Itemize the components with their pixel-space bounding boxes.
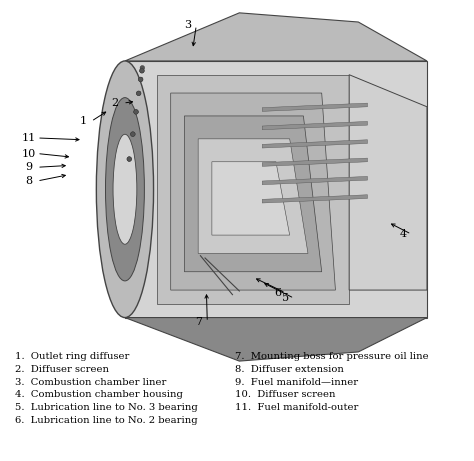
Circle shape xyxy=(137,91,141,95)
Circle shape xyxy=(138,77,143,82)
Circle shape xyxy=(127,157,132,161)
Polygon shape xyxy=(198,139,308,254)
Polygon shape xyxy=(171,93,336,290)
Text: 5: 5 xyxy=(283,293,290,303)
Polygon shape xyxy=(262,121,367,130)
Polygon shape xyxy=(125,61,427,318)
Circle shape xyxy=(134,110,138,114)
Polygon shape xyxy=(349,75,427,290)
Text: 4: 4 xyxy=(400,229,407,239)
Ellipse shape xyxy=(106,98,145,281)
Polygon shape xyxy=(125,318,427,361)
Text: 7.  Mounting boss for pressure oil line
8.  Diffuser extension
9.  Fuel manifold: 7. Mounting boss for pressure oil line 8… xyxy=(235,352,428,412)
Polygon shape xyxy=(262,140,367,148)
Text: 7: 7 xyxy=(196,317,202,327)
Circle shape xyxy=(137,91,141,95)
Ellipse shape xyxy=(113,134,137,244)
Text: 6: 6 xyxy=(274,288,281,298)
Polygon shape xyxy=(184,116,322,272)
Polygon shape xyxy=(262,158,367,166)
Text: 10: 10 xyxy=(22,148,36,159)
Polygon shape xyxy=(212,162,290,235)
Circle shape xyxy=(130,132,135,136)
Polygon shape xyxy=(262,177,367,185)
Ellipse shape xyxy=(96,61,154,318)
Text: 11: 11 xyxy=(22,133,36,143)
Text: 3: 3 xyxy=(184,20,191,30)
Circle shape xyxy=(127,157,132,161)
Ellipse shape xyxy=(109,125,137,226)
Text: 8: 8 xyxy=(25,176,32,186)
Polygon shape xyxy=(157,75,349,304)
Text: 9: 9 xyxy=(25,162,32,172)
Polygon shape xyxy=(262,103,367,112)
Polygon shape xyxy=(125,13,427,61)
Text: 2: 2 xyxy=(111,98,118,108)
Circle shape xyxy=(140,69,144,73)
Text: 1: 1 xyxy=(79,117,86,126)
Circle shape xyxy=(134,110,138,114)
Circle shape xyxy=(138,77,143,82)
Circle shape xyxy=(140,65,145,70)
Circle shape xyxy=(130,132,135,136)
Circle shape xyxy=(140,69,144,73)
Polygon shape xyxy=(262,195,367,203)
Text: 1.  Outlet ring diffuser
2.  Diffuser screen
3.  Combustion chamber liner
4.  Co: 1. Outlet ring diffuser 2. Diffuser scre… xyxy=(15,352,198,425)
